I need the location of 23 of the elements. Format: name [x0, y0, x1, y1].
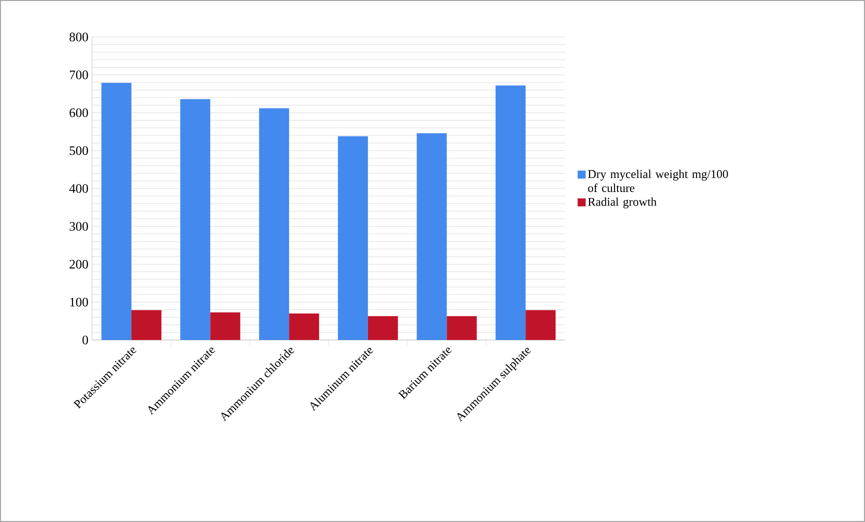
bar: [416, 133, 447, 340]
bar: [526, 310, 556, 340]
bar: [180, 99, 210, 340]
bar: [101, 82, 132, 340]
bar: [446, 316, 477, 340]
y-tick-label: 400: [69, 184, 88, 193]
y-tick-label: 800: [70, 32, 88, 42]
bar: [338, 136, 368, 340]
y-tick-label: 100: [70, 298, 88, 306]
y-tick-label: 600: [70, 108, 88, 118]
legend-label: Radial growth: [588, 197, 657, 208]
y-tick-label: 300: [70, 222, 88, 231]
bar: [210, 312, 240, 340]
y-tick-label: 200: [70, 260, 88, 269]
bar: [496, 85, 526, 340]
bar: [289, 313, 320, 340]
bar: [131, 310, 162, 340]
y-tick-label: 0: [82, 336, 88, 344]
y-tick-label: 500: [70, 146, 88, 155]
y-tick-label: 700: [70, 70, 88, 80]
bar: [368, 316, 398, 340]
legend-label: Dry mycelial weight mg/100 of culture: [588, 170, 728, 192]
bar: [259, 108, 290, 340]
